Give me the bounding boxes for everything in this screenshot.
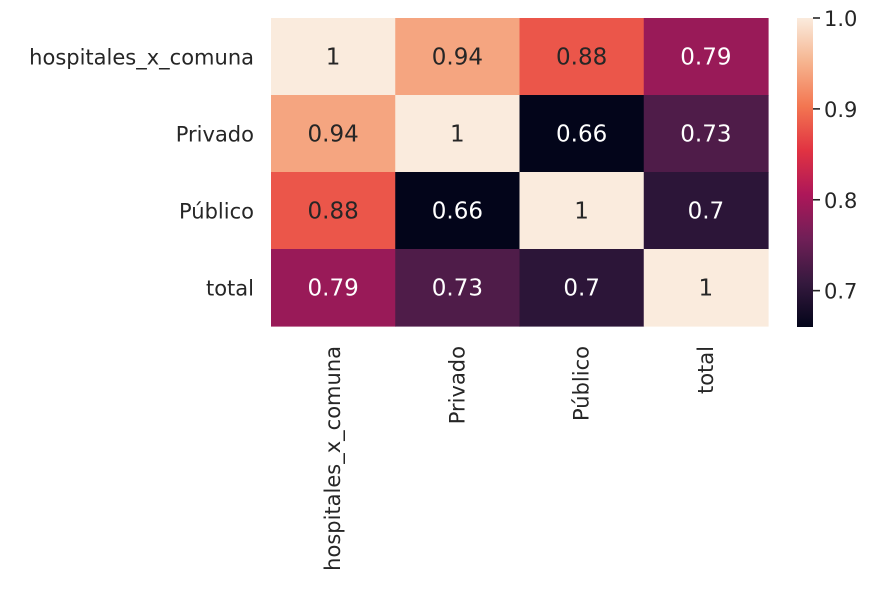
heatmap-cell — [395, 249, 521, 327]
cell-value-label: 0.79 — [308, 276, 359, 302]
heatmap-cell — [519, 95, 645, 173]
y-tick-label: Público — [179, 200, 254, 224]
y-axis-tick-labels: hospitales_x_comuna Privado Público total — [29, 46, 254, 301]
y-tick-label: Privado — [176, 123, 254, 147]
cell-value-label: 0.66 — [556, 122, 607, 148]
colorbar: 0.7 0.8 0.9 1.0 — [797, 7, 857, 327]
x-tick-label: Público — [570, 346, 594, 421]
colorbar-tick-label: 0.8 — [824, 189, 857, 213]
heatmap-cell — [395, 95, 521, 173]
y-tick-label: total — [206, 277, 254, 301]
heatmap-cell — [643, 18, 769, 96]
colorbar-tick-label: 1.0 — [824, 7, 857, 31]
cell-value-label: 0.88 — [308, 199, 359, 225]
colorbar-tick-label: 0.7 — [824, 280, 857, 304]
heatmap-cell — [643, 95, 769, 173]
y-tick-label: hospitales_x_comuna — [29, 46, 254, 71]
cell-value-label: 0.79 — [680, 45, 731, 71]
cell-value-label: 0.7 — [563, 276, 600, 302]
heatmap-cell — [519, 249, 645, 327]
cell-value-label: 0.66 — [432, 199, 483, 225]
heatmap-cell-labels: 1 0.94 0.88 0.79 0.94 1 0.66 0.73 0.88 0.66 1 0.7 0.… — [308, 45, 732, 302]
heatmap-cell — [519, 18, 645, 96]
heatmap-cell — [271, 249, 396, 327]
cell-value-label: 1 — [450, 122, 465, 148]
x-axis-tick-labels: hospitales_x_comuna Privado Público total — [321, 346, 718, 571]
cell-value-label: 0.94 — [432, 45, 483, 71]
heatmap-cells — [271, 18, 769, 327]
heatmap-cell — [643, 172, 769, 250]
cell-value-label: 0.73 — [432, 276, 483, 302]
heatmap-cell — [395, 172, 521, 250]
colorbar-gradient — [797, 18, 813, 327]
x-tick-label: Privado — [445, 346, 469, 424]
heatmap-cell — [643, 249, 769, 327]
cell-value-label: 0.73 — [680, 122, 731, 148]
heatmap-cell — [519, 172, 645, 250]
cell-value-label: 1 — [699, 276, 714, 302]
colorbar-tick-label: 0.9 — [824, 98, 857, 122]
cell-value-label: 1 — [326, 45, 341, 71]
heatmap-cell — [271, 172, 396, 250]
cell-value-label: 1 — [574, 199, 589, 225]
heatmap-cell — [395, 18, 521, 96]
cell-value-label: 0.94 — [308, 122, 359, 148]
cell-value-label: 0.88 — [556, 45, 607, 71]
heatmap-cell — [271, 95, 396, 173]
cell-value-label: 0.7 — [688, 199, 725, 225]
x-tick-label: total — [694, 346, 718, 394]
x-tick-label: hospitales_x_comuna — [321, 346, 346, 571]
heatmap-cell — [271, 18, 396, 96]
